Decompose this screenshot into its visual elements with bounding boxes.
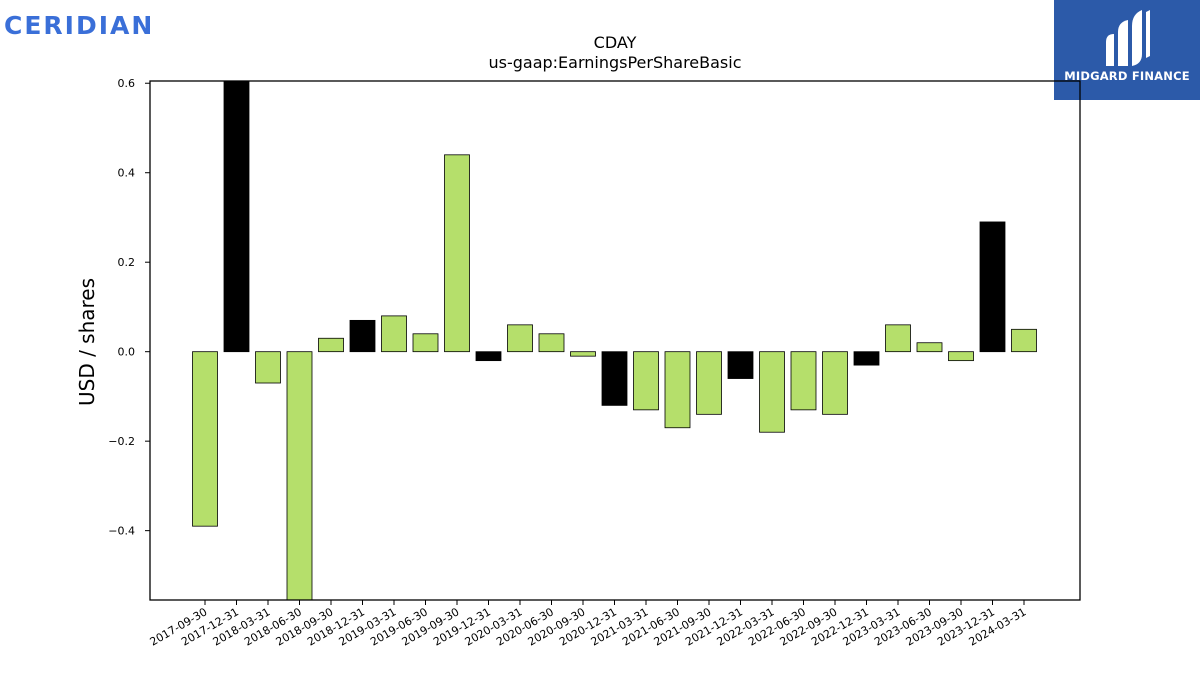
y-tick-label: 0.0 (118, 346, 136, 359)
y-tick-label: 0.6 (118, 77, 136, 90)
bar-2021-03-31 (633, 351, 659, 411)
bar-2019-06-30 (412, 333, 439, 353)
bar-2020-09-30 (570, 351, 596, 357)
bar-2020-03-31 (507, 324, 533, 353)
bar-2022-09-30 (822, 351, 848, 415)
midgard-finance-logo: MIDGARD FINANCE (1054, 0, 1200, 100)
bar-2020-12-31 (601, 351, 628, 406)
bar-2021-09-30 (696, 351, 722, 415)
chart-title: CDAY (594, 33, 637, 52)
bar-2024-03-31 (1011, 328, 1037, 353)
bar-2018-06-30 (286, 351, 313, 601)
bar-2017-12-31 (223, 80, 250, 353)
y-tick-label: 0.4 (118, 167, 136, 180)
bar-2022-03-31 (759, 351, 785, 433)
bar-2023-09-30 (948, 351, 974, 362)
y-tick-label: −0.4 (108, 525, 135, 538)
chart-subtitle: us-gaap:EarningsPerShareBasic (488, 53, 741, 72)
midgard-finance-name: MIDGARD FINANCE (1064, 69, 1190, 83)
bar-2021-06-30 (664, 351, 691, 429)
bar-2017-09-30 (192, 351, 218, 527)
bar-2023-06-30 (916, 342, 943, 353)
bar-2021-12-31 (727, 351, 754, 379)
y-tick-label: −0.2 (108, 435, 135, 448)
y-tick-label: 0.2 (118, 256, 136, 269)
bar-2019-12-31 (475, 351, 502, 362)
y-ticks: −0.4 −0.2 0.0 0.2 0.4 0.6 (108, 77, 150, 538)
x-ticks: 2017-09-302017-12-312018-03-312018-06-30… (148, 600, 1029, 649)
bar-2018-12-31 (349, 319, 376, 353)
bars-layer (192, 80, 1037, 601)
bar-2019-09-30 (444, 154, 470, 353)
bar-2022-06-30 (790, 351, 817, 411)
bar-2018-03-31 (255, 351, 281, 384)
bar-2018-09-30 (318, 337, 344, 353)
bar-2023-12-31 (979, 221, 1006, 353)
midgard-mark-icon (1106, 10, 1150, 66)
bar-2020-06-30 (538, 333, 565, 353)
bar-2023-03-31 (885, 324, 911, 353)
ceridian-logo: CERIDIAN (4, 11, 155, 40)
bar-2022-12-31 (853, 351, 880, 366)
bar-2019-03-31 (381, 315, 407, 353)
y-axis-label: USD / shares (75, 278, 99, 406)
